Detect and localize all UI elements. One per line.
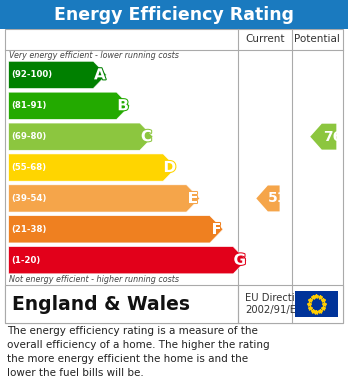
Bar bbox=[5, 285, 343, 323]
Text: D: D bbox=[164, 160, 176, 175]
Polygon shape bbox=[9, 61, 106, 88]
Text: F: F bbox=[211, 222, 222, 237]
Text: B: B bbox=[117, 98, 129, 113]
Text: (39-54): (39-54) bbox=[11, 194, 47, 203]
Polygon shape bbox=[9, 123, 153, 150]
Text: Very energy efficient - lower running costs: Very energy efficient - lower running co… bbox=[9, 51, 179, 60]
Text: (92-100): (92-100) bbox=[11, 70, 53, 79]
Bar bbox=[295, 291, 338, 317]
Polygon shape bbox=[9, 92, 130, 119]
Text: 51: 51 bbox=[268, 192, 287, 205]
Polygon shape bbox=[9, 247, 246, 274]
Polygon shape bbox=[9, 185, 200, 212]
Polygon shape bbox=[9, 154, 176, 181]
Text: (21-38): (21-38) bbox=[11, 225, 47, 234]
Text: A: A bbox=[94, 67, 106, 83]
Polygon shape bbox=[256, 185, 280, 212]
Bar bbox=[0, 0, 348, 29]
Polygon shape bbox=[310, 124, 336, 150]
Bar bbox=[5, 29, 343, 323]
Text: E: E bbox=[188, 191, 198, 206]
Text: C: C bbox=[141, 129, 152, 144]
Text: Current: Current bbox=[245, 34, 285, 45]
Text: (69-80): (69-80) bbox=[11, 132, 47, 141]
Text: (81-91): (81-91) bbox=[11, 101, 47, 110]
Text: Energy Efficiency Rating: Energy Efficiency Rating bbox=[54, 5, 294, 24]
Text: (55-68): (55-68) bbox=[11, 163, 47, 172]
Text: The energy efficiency rating is a measure of the
overall efficiency of a home. T: The energy efficiency rating is a measur… bbox=[7, 326, 270, 378]
Text: England & Wales: England & Wales bbox=[12, 294, 190, 314]
Text: 76: 76 bbox=[323, 130, 342, 143]
Text: Potential: Potential bbox=[294, 34, 340, 45]
Text: Not energy efficient - higher running costs: Not energy efficient - higher running co… bbox=[9, 275, 179, 284]
Polygon shape bbox=[9, 216, 223, 243]
Text: EU Directive
2002/91/EC: EU Directive 2002/91/EC bbox=[245, 293, 307, 315]
Text: (1-20): (1-20) bbox=[11, 256, 41, 265]
Text: G: G bbox=[234, 253, 246, 268]
